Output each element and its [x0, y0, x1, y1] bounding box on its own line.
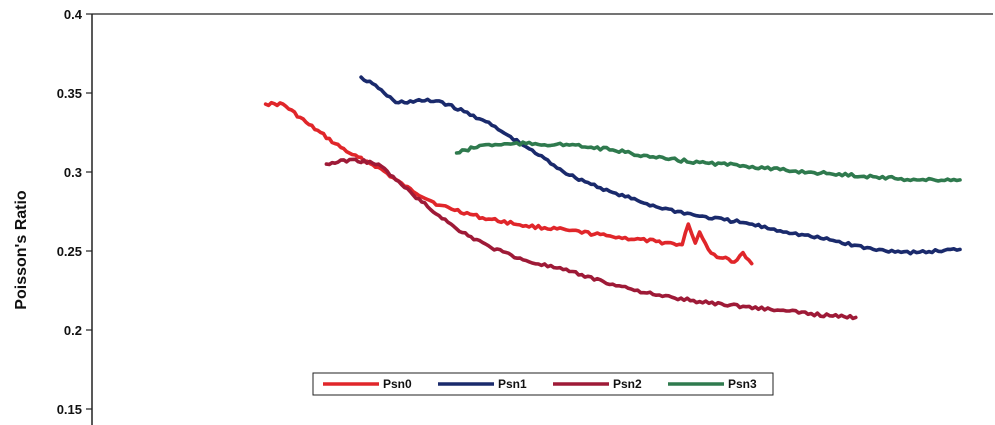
y-axis-title: Poisson's Ratio: [13, 190, 30, 310]
y-ticks: 0.4 0.35 0.3 0.25 0.2 0.15: [57, 7, 92, 417]
legend-label-psn1: Psn1: [498, 377, 527, 391]
series-lines: [263, 75, 962, 321]
legend-label-psn2: Psn2: [613, 377, 642, 391]
legend-label-psn0: Psn0: [383, 377, 412, 391]
legend-box: [312, 372, 774, 396]
y-tick-label: 0.3: [64, 165, 82, 180]
y-tick-label: 0.25: [57, 244, 82, 259]
legend-label-psn3: Psn3: [728, 377, 757, 391]
axes-layer: [91, 13, 993, 425]
series-line-psn1: [359, 75, 962, 256]
y-tick-label: 0.35: [57, 86, 82, 101]
y-tick-label: 0.15: [57, 402, 82, 417]
y-tick-label: 0.4: [64, 7, 83, 22]
y-tick-label: 0.2: [64, 323, 82, 338]
legend: Psn0 Psn1 Psn2 Psn3: [312, 372, 774, 396]
series-line-psn0: [263, 100, 754, 266]
series-line-psn2: [324, 157, 858, 321]
series-line-psn3: [454, 140, 962, 183]
